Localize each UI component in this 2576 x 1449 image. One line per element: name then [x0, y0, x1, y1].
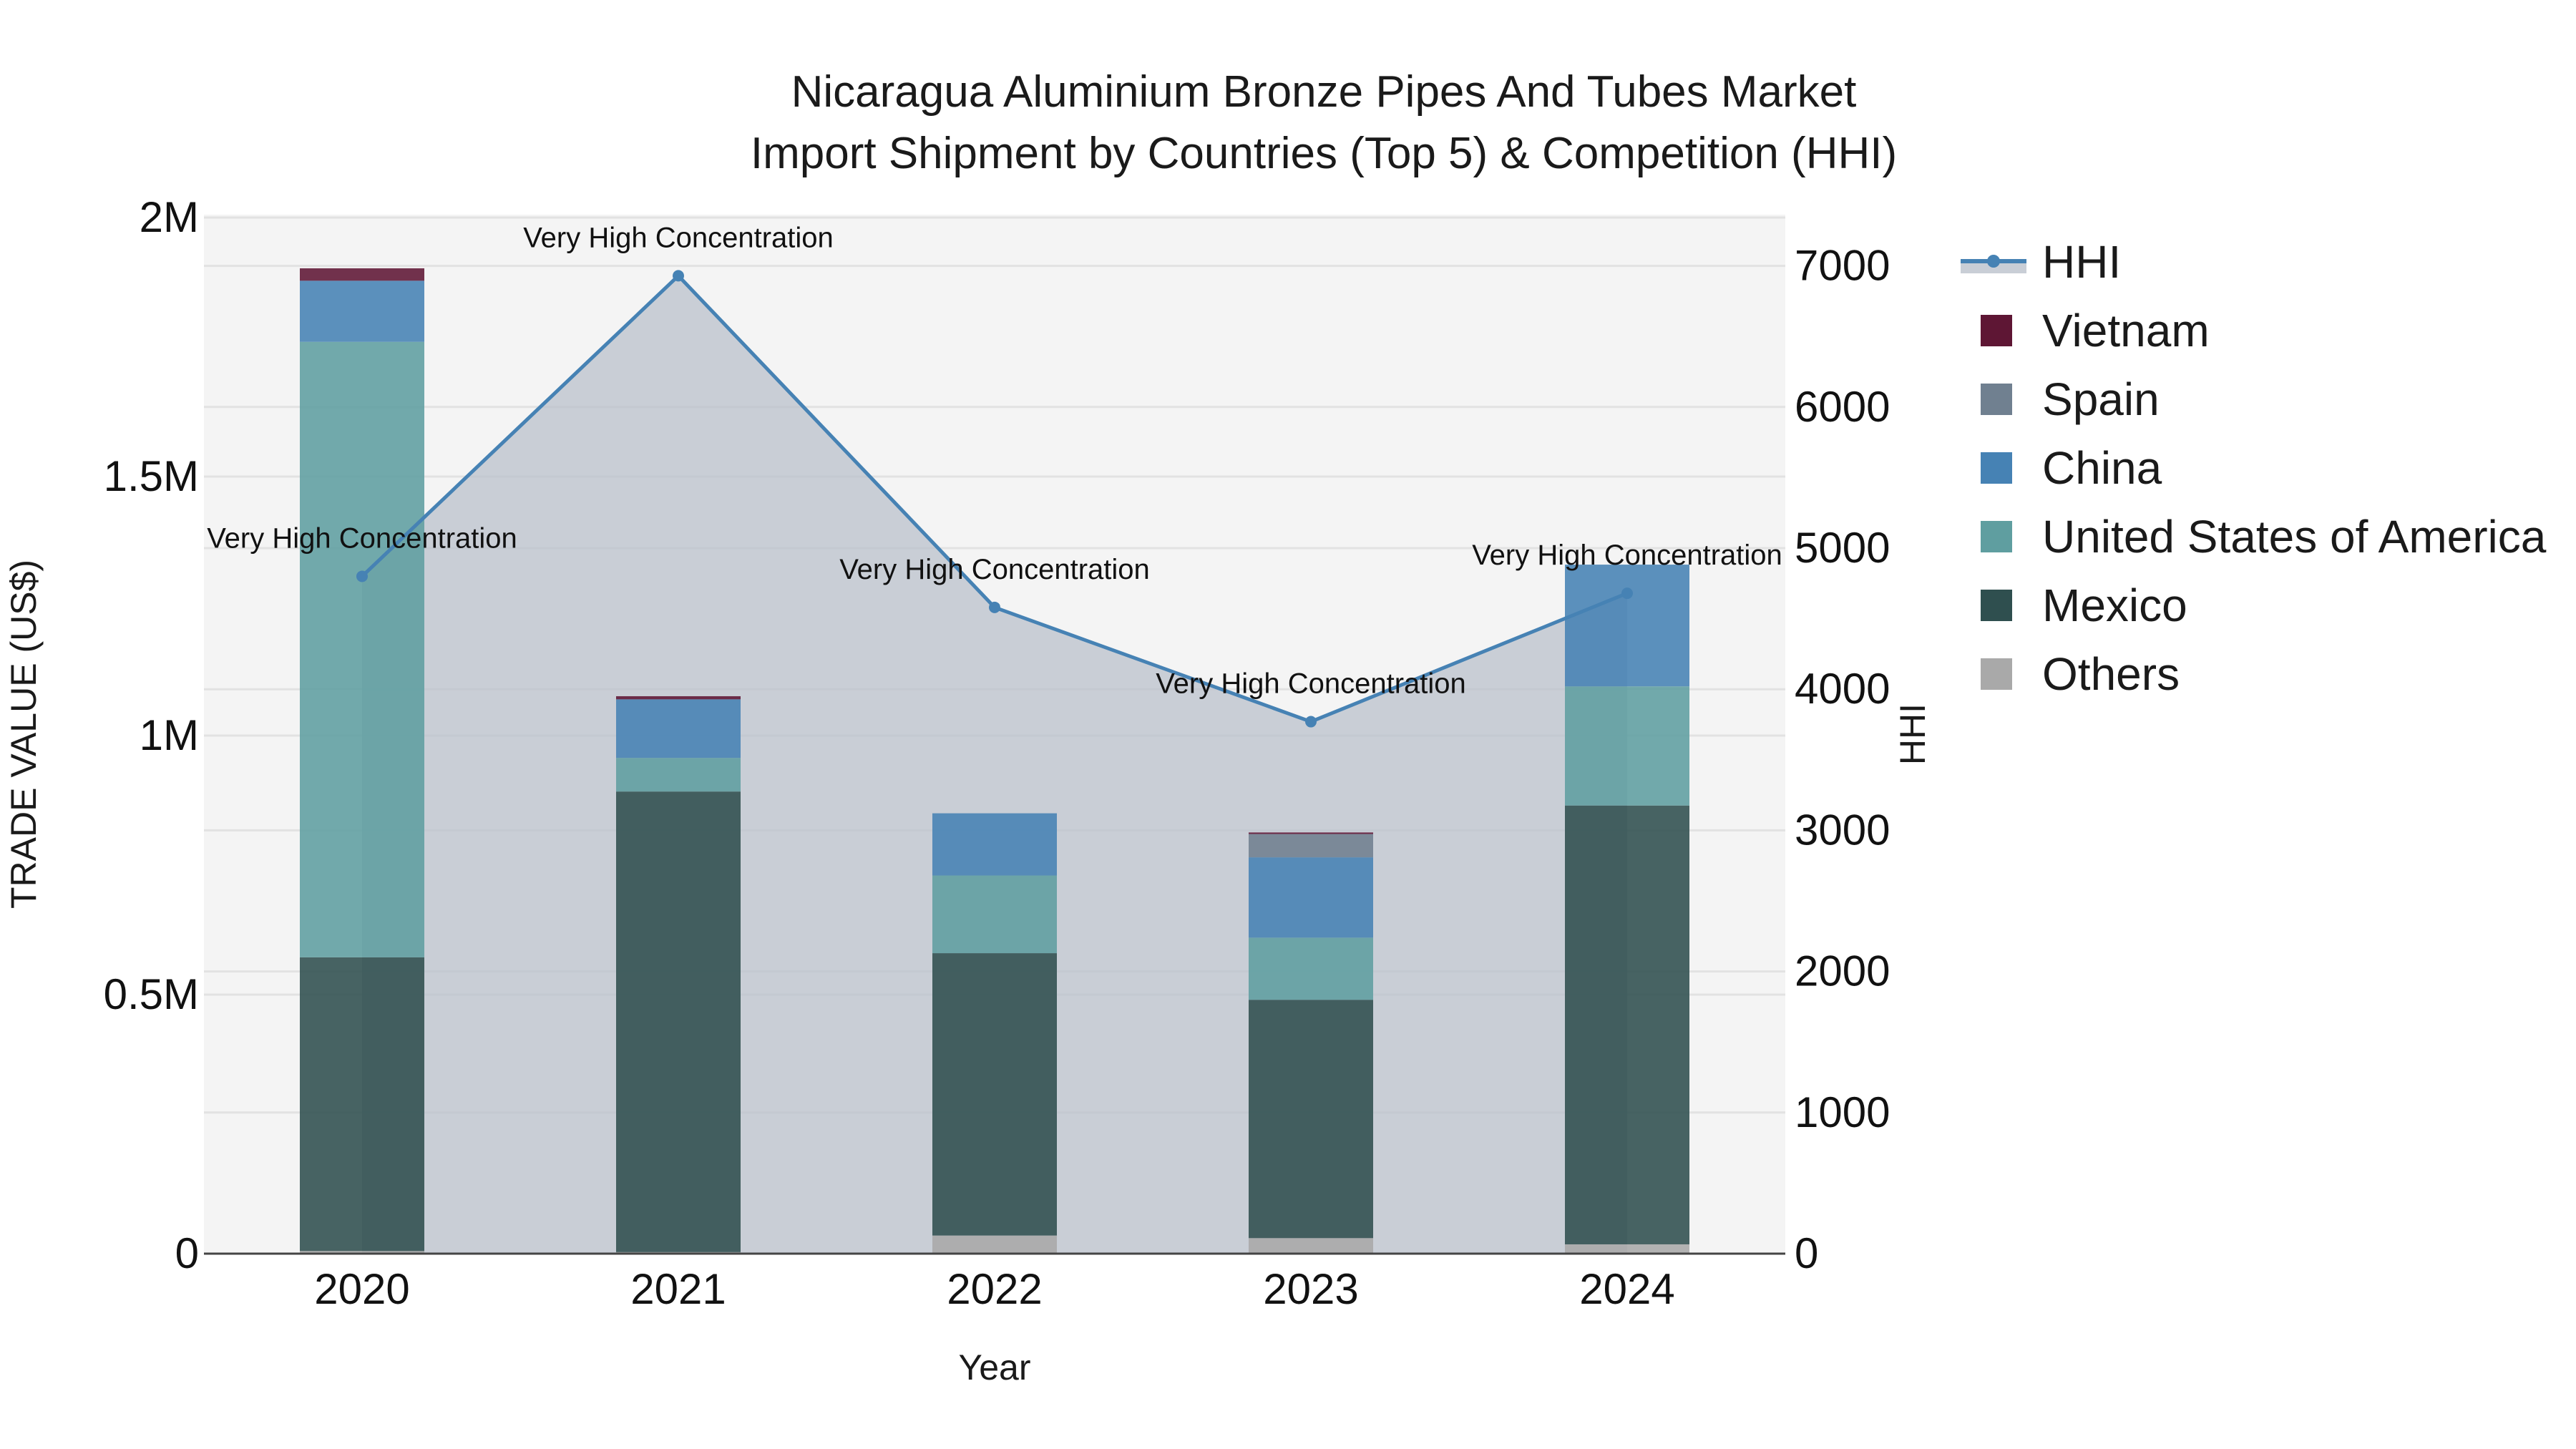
color-swatch-icon [1981, 384, 2012, 415]
y-left-tick-label: 0 [175, 1229, 199, 1277]
bar-segment-vietnam-2020 [300, 268, 424, 281]
y-left-tick-label: 1M [140, 711, 199, 759]
legend-item-hhi[interactable]: HHI [1961, 228, 2546, 296]
legend-label: United States of America [2042, 511, 2547, 562]
bar-segment-others-2023 [1249, 1238, 1373, 1254]
hhi-annotation: Very High Concentration [839, 554, 1150, 585]
legend-item-others[interactable]: Others [1961, 640, 2546, 708]
bar-segment-others-2024 [1565, 1244, 1689, 1254]
legend: HHI Vietnam Spain China United States of Ame… [1961, 228, 2546, 708]
legend-item-vietnam[interactable]: Vietnam [1961, 296, 2546, 365]
color-swatch-icon [1981, 315, 2012, 346]
y-left-tick-label: 1.5M [104, 452, 199, 500]
bar-segment-mexico-2022 [932, 953, 1057, 1236]
hhi-annotations: Very High Concentration Very High Concent… [207, 222, 1782, 699]
y-axis-left-ticks: 0 0.5M 1M 1.5M 2M [104, 193, 199, 1277]
color-swatch-icon [1981, 590, 2012, 621]
hhi-annotation: Very High Concentration [207, 522, 517, 554]
legend-label: Others [2042, 648, 2180, 700]
bar-segment-spain-2023 [1249, 834, 1373, 858]
legend-label: China [2042, 442, 2162, 494]
hhi-annotation: Very High Concentration [1472, 540, 1782, 571]
bar-segment-china-2022 [932, 813, 1057, 876]
x-tick-label: 2020 [314, 1265, 409, 1313]
y-axis-left-title: TRADE VALUE (US$) [4, 560, 44, 909]
bar-segment-united-states-of-america-2020 [300, 341, 424, 957]
bar-segment-vietnam-2023 [1249, 832, 1373, 834]
y-right-tick-label: 3000 [1795, 806, 1890, 854]
x-tick-label: 2023 [1263, 1265, 1358, 1313]
chart-title: Nicaragua Aluminium Bronze Pipes And Tub… [644, 62, 2004, 185]
bar-segment-others-2022 [932, 1235, 1057, 1254]
hhi-marker [989, 601, 1000, 613]
legend-item-spain[interactable]: Spain [1961, 365, 2546, 434]
legend-item-china[interactable]: China [1961, 434, 2546, 502]
hhi-annotation: Very High Concentration [1156, 668, 1466, 700]
y-right-tick-label: 6000 [1795, 383, 1890, 431]
legend-label: Vietnam [2042, 305, 2210, 356]
bar-segment-mexico-2020 [300, 957, 424, 1252]
legend-label: Mexico [2042, 580, 2187, 631]
y-axis-right-ticks: 0 1000 2000 3000 4000 5000 6000 7000 [1795, 242, 1890, 1277]
y-right-tick-label: 7000 [1795, 242, 1890, 290]
color-swatch-icon [1981, 658, 2012, 690]
bar-segment-vietnam-2021 [616, 696, 741, 700]
x-axis-ticks: 2020 2021 2022 2023 2024 [314, 1265, 1674, 1313]
legend-item-united-states-of-america[interactable]: United States of America [1961, 502, 2546, 571]
bar-segment-china-2024 [1565, 565, 1689, 687]
bar-segment-others-2020 [300, 1251, 424, 1254]
bar-segment-mexico-2024 [1565, 805, 1689, 1244]
y-right-tick-label: 5000 [1795, 524, 1890, 572]
x-tick-label: 2022 [947, 1265, 1042, 1313]
color-swatch-icon [1981, 452, 2012, 484]
bar-segment-china-2020 [300, 280, 424, 342]
y-right-tick-label: 4000 [1795, 665, 1890, 713]
hhi-line [356, 270, 1633, 728]
bar-segment-united-states-of-america-2024 [1565, 686, 1689, 806]
y-right-tick-label: 2000 [1795, 947, 1890, 995]
color-swatch-icon [1981, 521, 2012, 552]
legend-label: HHI [2042, 236, 2122, 288]
legend-label: Spain [2042, 374, 2160, 425]
hhi-marker [1305, 716, 1317, 728]
bar-segment-united-states-of-america-2022 [932, 875, 1057, 954]
hhi-annotation: Very High Concentration [523, 222, 834, 253]
bar-segment-china-2023 [1249, 857, 1373, 938]
stacked-bars [300, 268, 1689, 1254]
x-axis-title: Year [958, 1347, 1030, 1387]
chart-title-line2: Import Shipment by Countries (Top 5) & C… [750, 129, 1898, 178]
y-left-tick-label: 2M [140, 193, 199, 241]
legend-item-mexico[interactable]: Mexico [1961, 571, 2546, 640]
chart-title-line1: Nicaragua Aluminium Bronze Pipes And Tub… [791, 67, 1857, 117]
y-axis-right-title: HHI [1893, 703, 1933, 765]
x-tick-label: 2024 [1579, 1265, 1674, 1313]
hhi-marker [356, 570, 368, 582]
bar-segment-mexico-2023 [1249, 1000, 1373, 1239]
hhi-marker [1621, 587, 1633, 600]
y-right-tick-label: 0 [1795, 1229, 1818, 1277]
line-marker-icon [1961, 246, 2026, 278]
hhi-marker [673, 270, 684, 282]
y-left-tick-label: 0.5M [104, 970, 199, 1018]
bar-segment-united-states-of-america-2023 [1249, 937, 1373, 1000]
x-tick-label: 2021 [630, 1265, 726, 1313]
y-right-tick-label: 1000 [1795, 1088, 1890, 1136]
bar-segment-united-states-of-america-2021 [616, 758, 741, 792]
bar-segment-china-2021 [616, 699, 741, 758]
bar-segment-mexico-2021 [616, 791, 741, 1252]
